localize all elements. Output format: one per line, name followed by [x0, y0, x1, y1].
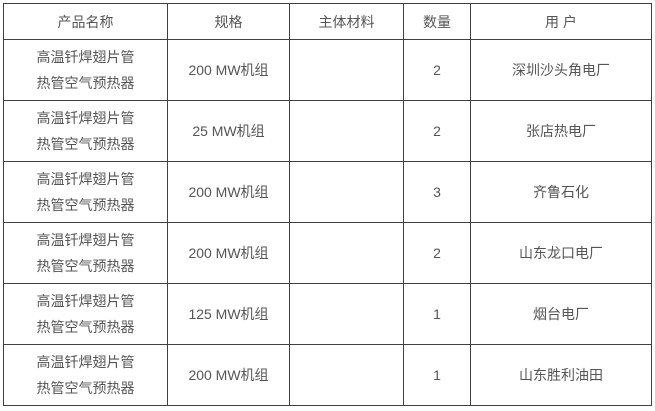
product-name-cell: 高温钎焊翅片管 热管空气预热器: [3, 344, 168, 406]
header-customer: 用 户: [470, 3, 652, 40]
table-row: 高温钎焊翅片管 热管空气预热器 200 MW机组 3 齐鲁石化: [3, 161, 652, 223]
quantity-cell: 1: [403, 283, 471, 345]
spec-cell: 200 MW机组: [167, 161, 290, 223]
table-row: 高温钎焊翅片管 热管空气预热器 200 MW机组 2 山东龙口电厂: [3, 222, 652, 284]
spec-cell: 200 MW机组: [167, 222, 290, 284]
spec-cell: 25 MW机组: [167, 100, 290, 162]
header-spec: 规格: [167, 3, 290, 40]
quantity-cell: 1: [403, 344, 471, 406]
customer-cell: 齐鲁石化: [470, 161, 652, 223]
material-cell: [289, 222, 404, 284]
table-row: 高温钎焊翅片管 热管空气预热器 200 MW机组 1 山东胜利油田: [3, 344, 652, 406]
product-name-cell: 高温钎焊翅片管 热管空气预热器: [3, 39, 168, 101]
product-name-cell: 高温钎焊翅片管 热管空气预热器: [3, 283, 168, 345]
table-row: 高温钎焊翅片管 热管空气预热器 125 MW机组 1 烟台电厂: [3, 283, 652, 345]
customer-cell: 张店热电厂: [470, 100, 652, 162]
material-cell: [289, 100, 404, 162]
header-quantity: 数量: [403, 3, 471, 40]
header-material: 主体材料: [289, 3, 404, 40]
material-cell: [289, 344, 404, 406]
customer-cell: 山东胜利油田: [470, 344, 652, 406]
table-row: 高温钎焊翅片管 热管空气预热器 25 MW机组 2 张店热电厂: [3, 100, 652, 162]
spec-cell: 200 MW机组: [167, 344, 290, 406]
quantity-cell: 2: [403, 39, 471, 101]
product-name-cell: 高温钎焊翅片管 热管空气预热器: [3, 222, 168, 284]
customer-cell: 深圳沙头角电厂: [470, 39, 652, 101]
product-name-cell: 高温钎焊翅片管 热管空气预热器: [3, 161, 168, 223]
material-cell: [289, 283, 404, 345]
table-row: 高温钎焊翅片管 热管空气预热器 200 MW机组 2 深圳沙头角电厂: [3, 39, 652, 101]
material-cell: [289, 39, 404, 101]
quantity-cell: 2: [403, 222, 471, 284]
customer-cell: 山东龙口电厂: [470, 222, 652, 284]
product-name-cell: 高温钎焊翅片管 热管空气预热器: [3, 100, 168, 162]
header-row: 产品名称 规格 主体材料 数量 用 户: [3, 3, 652, 40]
spec-cell: 125 MW机组: [167, 283, 290, 345]
quantity-cell: 3: [403, 161, 471, 223]
product-reference-table: 产品名称 规格 主体材料 数量 用 户 高温钎焊翅片管 热管空气预热器 200 …: [3, 3, 652, 406]
material-cell: [289, 161, 404, 223]
quantity-cell: 2: [403, 100, 471, 162]
customer-cell: 烟台电厂: [470, 283, 652, 345]
header-product-name: 产品名称: [3, 3, 168, 40]
spec-cell: 200 MW机组: [167, 39, 290, 101]
